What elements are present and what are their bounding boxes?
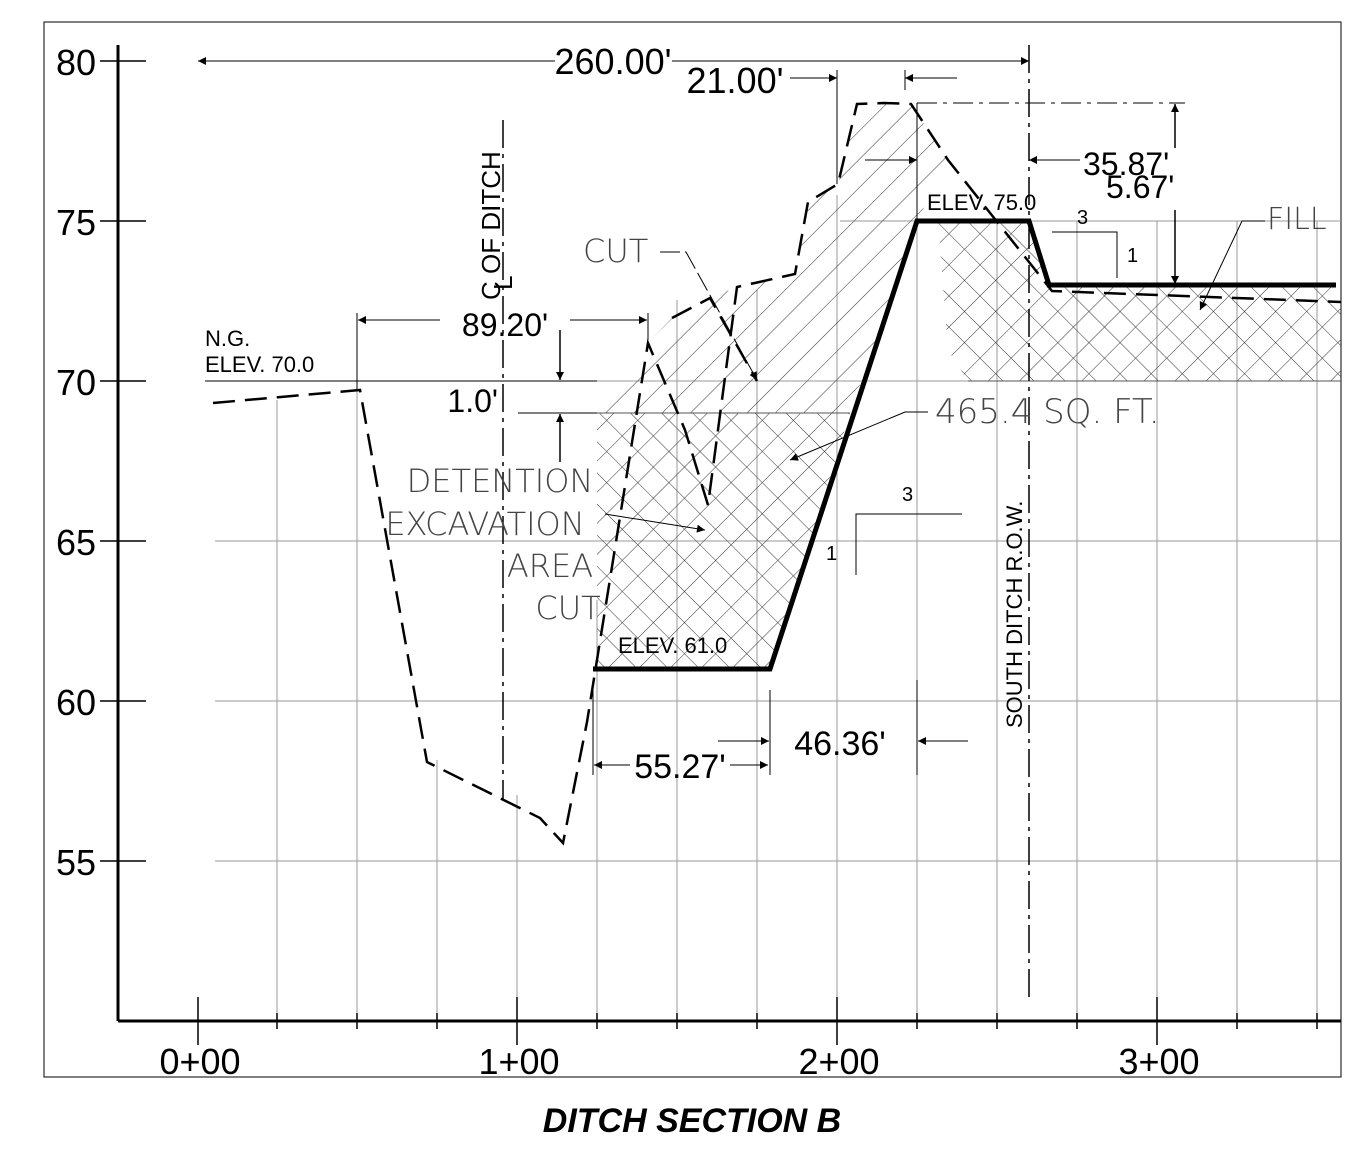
elev-top-label: ELEV. 75.0 bbox=[927, 190, 1036, 215]
fill-callout: FILL bbox=[1199, 202, 1327, 311]
x-axis-ticks bbox=[197, 997, 1318, 1045]
slope-top-run: 3 bbox=[1077, 207, 1088, 229]
ng-label-2: ELEV. 70.0 bbox=[205, 352, 314, 377]
area-label: 465.4 SQ. FT. bbox=[935, 392, 1160, 432]
dim-46-36-label: 46.36' bbox=[794, 725, 886, 763]
cut-label: CUT bbox=[583, 232, 648, 270]
dim-21: 21.00' bbox=[687, 60, 957, 184]
dim-55-27: 55.27' bbox=[592, 690, 771, 786]
drawing-title: DITCH SECTION B bbox=[543, 1102, 841, 1140]
x-tick-label: 0+00 bbox=[159, 1041, 240, 1082]
y-tick-label: 70 bbox=[56, 362, 96, 403]
area-callout: 465.4 SQ. FT. bbox=[789, 392, 1160, 461]
centerline-label: C OF DITCH bbox=[476, 151, 506, 300]
fill-crosshatch-area bbox=[938, 221, 1341, 381]
detention-label-1: DETENTION bbox=[407, 462, 594, 500]
centerline-mark: L bbox=[488, 276, 518, 290]
y-axis-ticks bbox=[100, 60, 146, 862]
slope-mid-run: 3 bbox=[902, 484, 913, 506]
slope-top-rise: 1 bbox=[1127, 245, 1138, 267]
dim-89-20-label: 89.20' bbox=[462, 307, 548, 343]
dim-46-36: 46.36' bbox=[718, 680, 968, 775]
x-tick-label: 1+00 bbox=[478, 1041, 559, 1082]
ng-label-1: N.G. bbox=[205, 326, 250, 351]
cut-hatch-area bbox=[597, 103, 948, 413]
dim-1-0-label: 1.0' bbox=[447, 383, 498, 419]
natural-ground-profile bbox=[212, 101, 1342, 846]
dim-260: 260.00' bbox=[198, 41, 1029, 82]
row-label: SOUTH DITCH R.O.W. bbox=[1002, 501, 1027, 728]
dim-1-0: 1.0' bbox=[447, 330, 597, 462]
y-tick-label: 65 bbox=[56, 522, 96, 563]
slope-indicator-mid: 3 1 bbox=[826, 484, 962, 575]
detention-label-3: AREA bbox=[507, 547, 593, 585]
y-tick-label: 60 bbox=[56, 682, 96, 723]
natural-ground-profile-detail bbox=[671, 296, 759, 382]
dim-35-87: 35.87' bbox=[865, 103, 1169, 221]
dim-5-67: 5.67' bbox=[917, 102, 1185, 284]
y-tick-label: 55 bbox=[56, 842, 96, 883]
elev-bottom-label: ELEV. 61.0 bbox=[618, 633, 727, 658]
ng-elevation: N.G. ELEV. 70.0 bbox=[205, 326, 597, 382]
dim-35-87-label: 35.87' bbox=[1083, 146, 1169, 182]
x-tick-label: 3+00 bbox=[1118, 1041, 1199, 1082]
dim-55-27-label: 55.27' bbox=[634, 748, 726, 786]
detention-excavation-crosshatch bbox=[597, 413, 850, 669]
y-tick-label: 80 bbox=[56, 42, 96, 83]
y-tick-label: 75 bbox=[56, 202, 96, 243]
dim-260-label: 260.00' bbox=[555, 41, 672, 82]
detention-label-4: CUT bbox=[535, 589, 600, 627]
dim-5-67-label: 5.67' bbox=[1106, 169, 1174, 205]
dim-89-20: 89.20' bbox=[356, 307, 649, 390]
proposed-ditch-section bbox=[593, 218, 1336, 672]
slope-indicator-top: 3 1 bbox=[1052, 207, 1138, 278]
fill-label: FILL bbox=[1267, 202, 1327, 237]
slope-mid-rise: 1 bbox=[826, 543, 837, 565]
cut-callout: CUT bbox=[583, 232, 758, 381]
dim-21-label: 21.00' bbox=[687, 60, 784, 101]
drawing-frame bbox=[43, 21, 1342, 1078]
detention-callout: DETENTION EXCAVATION AREA CUT bbox=[385, 462, 706, 627]
detention-label-2: EXCAVATION bbox=[385, 505, 584, 543]
x-tick-label: 2+00 bbox=[798, 1041, 879, 1082]
